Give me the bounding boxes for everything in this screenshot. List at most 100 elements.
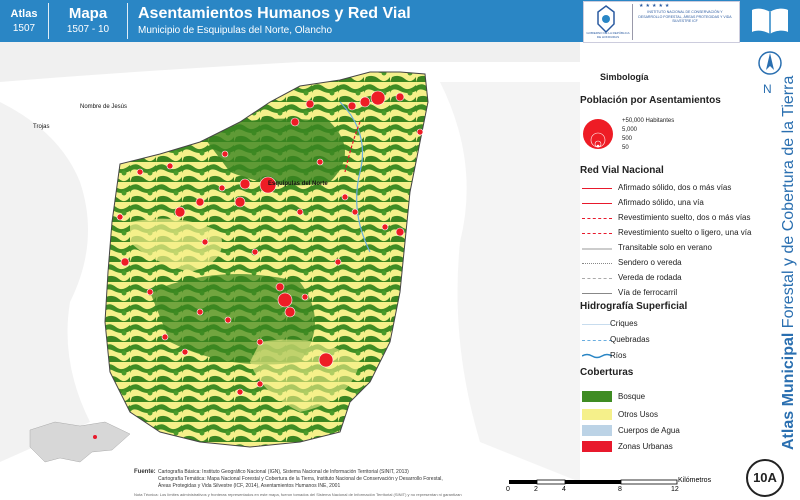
neighbor-terrain: [0, 42, 580, 482]
map-code: 1507 - 10: [66, 24, 110, 35]
source-line: Cartografía Temática: Mapa Nacional Fore…: [158, 476, 443, 482]
scale-unit: Kilómetros: [678, 477, 712, 484]
settlement-point: [318, 352, 334, 368]
scale-tick: 8: [618, 486, 622, 493]
hydro-item: Criques: [610, 319, 638, 328]
sheet-badge: 10A: [746, 459, 784, 497]
place-label-trojas: Trojas: [33, 124, 50, 130]
settlement-point: [351, 208, 359, 216]
cover-title: Coberturas: [580, 367, 634, 378]
settlement-point: [251, 248, 259, 256]
settlement-point: [259, 176, 277, 194]
settlement-point: [277, 292, 293, 308]
scale-bar: 0 2 4 8 12 Kilómetros: [500, 477, 711, 500]
header-divider: [127, 3, 128, 39]
road-item: Afirmado sólido, una vía: [618, 198, 704, 207]
road-symbol: [582, 248, 612, 250]
map-block: Mapa 1507 - 10: [49, 0, 127, 42]
map-label: Mapa: [68, 5, 108, 22]
river-symbol-icon: [582, 353, 612, 359]
settlement-point: [256, 380, 264, 388]
municipality-map: [0, 42, 580, 482]
place-label-nombre-de-jesus: Nombre de Jesús: [80, 104, 128, 110]
settlement-point: [359, 96, 371, 108]
header-divider: [48, 3, 49, 39]
page-subtitle: Municipio de Esquipulas del Norte, Olanc…: [138, 25, 332, 36]
population-item: +50,000 Habitantes: [622, 118, 675, 124]
settlement-point: [275, 282, 285, 292]
hydro-title: Hidrografía Superficial: [580, 301, 688, 312]
hydro-item: Ríos: [610, 351, 627, 360]
settlement-point: [201, 238, 209, 246]
source-line: Áreas Protegidas y Vida Silvestre (ICF, …: [158, 483, 341, 489]
road-item: Vereda de rodada: [618, 273, 682, 282]
icf-caption: INSTITUTO NACIONAL DE CONSERVACIÓN Y DES…: [638, 10, 732, 23]
scale-tick: 2: [534, 486, 538, 493]
title-block: Asentamientos Humanos y Red Vial Municip…: [138, 0, 578, 42]
population-item: 50: [622, 145, 629, 151]
settlement-point: [234, 196, 246, 208]
settlement-point: [166, 162, 174, 170]
road-item: Revestimiento suelto, dos o más vías: [618, 213, 751, 222]
cover-item: Otros Usos: [618, 410, 659, 419]
road-item: Afirmado sólido, dos o más vías: [618, 183, 732, 192]
settlement-point: [370, 90, 386, 106]
place-label-esquipulas: Esquipulas del Norte: [268, 181, 328, 187]
road-symbol: [582, 218, 612, 219]
north-label: N: [763, 82, 772, 96]
settlement-point: [416, 128, 424, 136]
settlement-point: [174, 206, 186, 218]
road-item: Sendero o vereda: [618, 258, 682, 267]
vertical-title-light: Forestal y de Cobertura de la Tierra: [780, 75, 797, 333]
settlement-point: [305, 99, 315, 109]
settlement-point: [116, 213, 124, 221]
settlement-point: [221, 150, 229, 158]
cover-item: Zonas Urbanas: [618, 442, 673, 451]
cover-swatch-water: [582, 425, 612, 436]
legend-title: Simbología: [600, 72, 649, 82]
settlement-point: [195, 197, 205, 207]
legend: Simbología Población por Asentamientos +…: [580, 70, 751, 470]
settlement-point: [256, 338, 264, 346]
open-book-icon: [752, 8, 788, 35]
scale-tick: 12: [671, 486, 679, 493]
road-symbol: [582, 188, 612, 189]
settlement-point: [196, 308, 204, 316]
settlement-point: [381, 223, 389, 231]
scale-bar-graphic: [509, 479, 678, 485]
settlement-point: [395, 227, 405, 237]
road-symbol: [582, 293, 612, 294]
road-title: Red Vial Nacional: [580, 165, 664, 176]
honduras-seal-icon: [597, 5, 615, 34]
cover-swatch-forest: [582, 391, 612, 402]
page-title: Asentamientos Humanos y Red Vial: [138, 5, 411, 22]
hydro-symbol: [582, 340, 612, 341]
atlas-code: 1507: [12, 23, 36, 34]
road-symbol: [582, 278, 612, 279]
settlement-point: [284, 306, 296, 318]
population-circles-icon: [583, 119, 613, 149]
settlement-point: [296, 208, 304, 216]
source-label: Fuente:: [134, 469, 156, 475]
scale-tick: 0: [506, 486, 510, 493]
settlement-point: [341, 193, 349, 201]
vertical-title: Atlas Municipal Forestal y de Cobertura …: [780, 76, 798, 450]
settlement-point: [347, 101, 357, 111]
settlement-point: [239, 178, 251, 190]
settlement-point: [236, 388, 244, 396]
population-item: 5,000: [622, 127, 638, 133]
settlement-point: [395, 92, 405, 102]
settlement-point: [316, 158, 324, 166]
settlement-point: [146, 288, 154, 296]
settlement-point: [181, 348, 189, 356]
atlas-block: Atlas 1507: [0, 0, 48, 42]
technical-note: Nota Técnica: Los límites administrativo…: [134, 492, 462, 497]
side-strip: N Atlas Municipal Forestal y de Cobertur…: [740, 0, 800, 500]
road-symbol: [582, 263, 612, 264]
population-item: 500: [622, 136, 633, 142]
atlas-book-panel: [740, 0, 800, 42]
road-item: Revestimiento suelto o ligero, una vía: [618, 228, 752, 237]
settlement-point: [120, 257, 130, 267]
header-bar: Atlas 1507 Mapa 1507 - 10 Asentamientos …: [0, 0, 740, 43]
vertical-title-bold: Atlas Municipal: [780, 332, 797, 450]
